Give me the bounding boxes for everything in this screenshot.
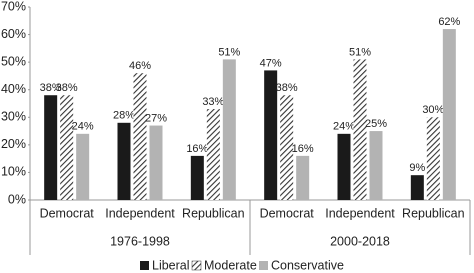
x-tick-label: Independent xyxy=(105,206,175,220)
bar xyxy=(60,95,74,200)
bar xyxy=(337,133,351,200)
bar xyxy=(426,117,440,200)
value-label: 51% xyxy=(349,46,371,58)
x-tick-label: Republican xyxy=(402,206,465,220)
y-tick-label: 60% xyxy=(1,27,26,41)
x-tick-label: Republican xyxy=(182,206,245,220)
legend-label: Liberal xyxy=(152,258,190,272)
bar xyxy=(190,155,204,200)
y-tick-label: 20% xyxy=(1,137,26,151)
y-tick-label: 70% xyxy=(1,0,26,13)
bar xyxy=(296,155,310,200)
y-tick-label: 10% xyxy=(1,165,26,179)
bar xyxy=(410,175,424,200)
bar xyxy=(44,95,58,200)
value-label: 16% xyxy=(186,143,208,155)
group-label: 2000-2018 xyxy=(330,234,390,248)
bar xyxy=(369,131,383,200)
x-tick-label: Independent xyxy=(325,206,395,220)
y-tick-label: 50% xyxy=(1,54,26,68)
legend-swatch xyxy=(140,261,149,270)
value-label: 16% xyxy=(292,143,314,155)
bar xyxy=(117,122,131,200)
value-label: 38% xyxy=(40,82,62,94)
value-label: 51% xyxy=(218,46,240,58)
bar xyxy=(264,70,278,201)
bar xyxy=(133,73,147,200)
legend-label: Moderate xyxy=(204,258,257,272)
legend-label: Conservative xyxy=(271,258,344,272)
bar xyxy=(280,95,294,200)
x-tick-label: Democrat xyxy=(40,206,95,220)
x-tick-label: Democrat xyxy=(260,206,315,220)
bar xyxy=(222,59,236,201)
value-label: 24% xyxy=(333,121,355,133)
value-label: 46% xyxy=(129,60,151,72)
bar xyxy=(353,59,367,201)
value-label: 33% xyxy=(202,96,224,108)
bar xyxy=(149,125,163,200)
value-label: 25% xyxy=(365,118,387,130)
value-label: 47% xyxy=(260,57,282,69)
value-label: 38% xyxy=(56,82,78,94)
value-label: 24% xyxy=(72,121,94,133)
value-label: 62% xyxy=(438,16,460,28)
value-label: 38% xyxy=(276,82,298,94)
group-label: 1976-1998 xyxy=(110,234,170,248)
legend-swatch xyxy=(191,260,202,271)
bar xyxy=(442,29,456,200)
y-tick-label: 30% xyxy=(1,110,26,124)
value-label: 9% xyxy=(409,162,425,174)
value-label: 27% xyxy=(145,112,167,124)
y-tick-label: 40% xyxy=(1,82,26,96)
bar xyxy=(206,109,220,200)
value-label: 30% xyxy=(422,104,444,116)
bar xyxy=(76,133,90,200)
y-tick-label: 0% xyxy=(8,192,26,206)
value-label: 28% xyxy=(113,110,135,122)
legend-swatch xyxy=(259,261,268,270)
